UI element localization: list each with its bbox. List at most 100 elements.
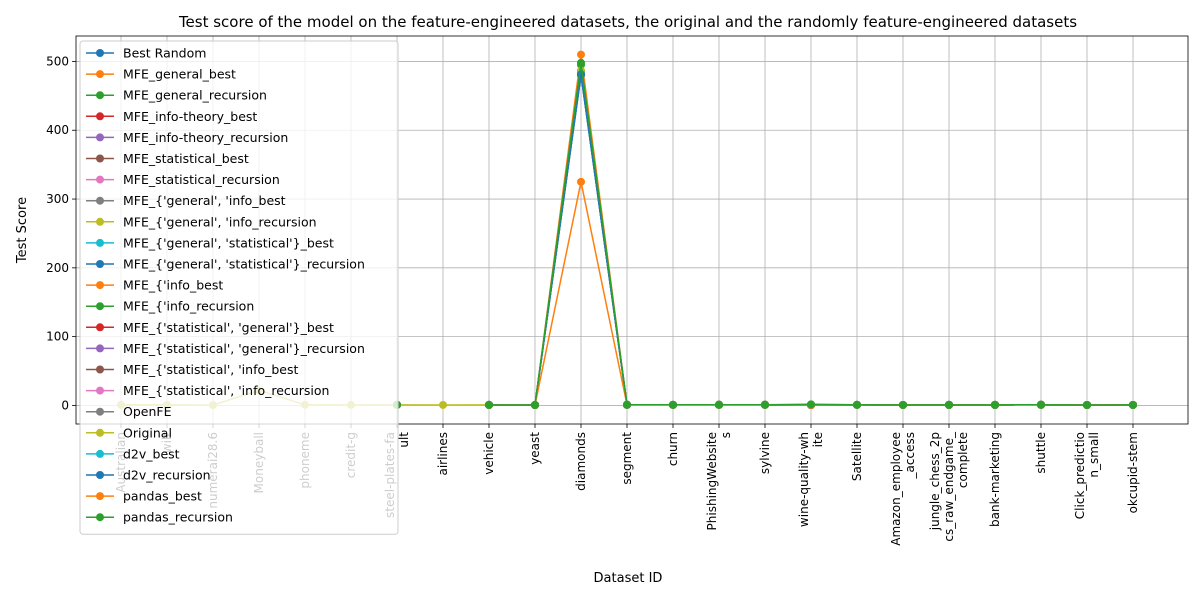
x-tick-label-line: diamonds [574, 432, 588, 491]
data-point [761, 400, 769, 409]
x-tick-label-line: wine-quality-wh [797, 432, 811, 527]
legend-box [79, 40, 399, 535]
x-tick-label: airlines [436, 432, 450, 476]
data-point [577, 177, 585, 186]
legend-marker [96, 112, 104, 121]
x-axis-label: Dataset ID [594, 571, 663, 586]
x-tick-label: bank-marketing [988, 432, 1002, 527]
legend-marker [96, 471, 104, 479]
data-point [1083, 401, 1091, 410]
legend-item: d2v_recursion [86, 468, 211, 483]
legend-marker [96, 407, 104, 416]
data-point [715, 400, 723, 409]
legend-marker [96, 49, 104, 57]
legend-label: pandas_best [123, 489, 202, 504]
x-tick-label-line: segment [620, 432, 634, 485]
data-point [623, 400, 631, 409]
x-tick-label-line: PhishingWebsite [705, 432, 719, 530]
y-tick-label: 100 [46, 330, 69, 344]
x-tick-label: diamonds [574, 432, 588, 491]
data-point [577, 50, 585, 59]
data-point [807, 400, 815, 409]
legend-label: MFE_{'statistical', 'general'}_recursion [123, 341, 365, 356]
x-tick-label-line: bank-marketing [988, 432, 1002, 527]
data-point [1037, 400, 1045, 409]
legend-item: MFE_statistical_best [86, 151, 249, 166]
legend-label: OpenFE [123, 404, 172, 419]
x-tick-label-line: airlines [436, 432, 450, 476]
legend-marker [96, 154, 104, 163]
x-tick-label-line: jungle_chess_2p [928, 432, 942, 531]
y-tick-label: 400 [46, 123, 69, 137]
legend-item: MFE_statistical_recursion [86, 172, 280, 187]
x-tick-label-line: shuttle [1034, 432, 1048, 474]
legend-label: pandas_recursion [123, 510, 233, 525]
x-tick-label: wine-quality-white [797, 432, 825, 527]
x-tick-label: segment [620, 432, 634, 485]
legend-marker [96, 260, 104, 268]
legend-item: MFE_{'info_best [86, 278, 223, 293]
legend-item: MFE_info-theory_best [86, 109, 257, 124]
plot-frame [75, 35, 1189, 425]
legend: Best Random MFE_general_best MFE_general_r… [79, 40, 399, 535]
legend-marker [96, 238, 104, 247]
legend-marker [96, 428, 104, 437]
x-tick-label: vehicle [482, 432, 496, 475]
legend-marker [96, 513, 104, 522]
legend-label: Best Random [123, 46, 206, 61]
legend-item: MFE_{'statistical', 'info_best [86, 362, 299, 377]
x-tick-label-line: ite [811, 432, 825, 447]
legend-marker [96, 175, 104, 184]
data-point [577, 70, 585, 79]
x-tick-label: jungle_chess_2pcs_raw_endgame_complete [928, 431, 970, 542]
y-tick-label: 0 [61, 398, 69, 412]
data-point [853, 400, 861, 409]
legend-marker [96, 323, 104, 332]
series-lines [117, 50, 1137, 410]
legend-label: MFE_info-theory_best [123, 109, 257, 124]
legend-marker [96, 344, 104, 353]
data-point [899, 400, 907, 409]
legend-label: MFE_general_recursion [123, 88, 267, 103]
legend-item: MFE_general_recursion [86, 88, 267, 103]
legend-item: OpenFE [86, 404, 172, 419]
legend-item: MFE_{'general', 'statistical'}_best [86, 235, 334, 250]
legend-item: d2v_best [86, 446, 180, 461]
legend-label: MFE_{'general', 'info_recursion [123, 214, 317, 229]
legend-label: MFE_{'statistical', 'info_recursion [123, 383, 329, 398]
x-tick-label: Click_prediction_small [1073, 432, 1101, 519]
legend-item: MFE_info-theory_recursion [86, 130, 288, 145]
legend-label: MFE_{'statistical', 'info_best [123, 362, 299, 377]
x-tick-label-line: okcupid-stem [1126, 432, 1140, 513]
x-tick-label: yeast [528, 432, 542, 465]
legend-label: MFE_general_best [123, 67, 236, 82]
x-tick-label-line: _access [903, 432, 917, 479]
x-tick-label-line: s [719, 432, 733, 438]
legend-label: MFE_info-theory_recursion [123, 130, 288, 145]
legend-item: MFE_{'general', 'statistical'}_recursion [86, 257, 365, 272]
x-tick-label: PhishingWebsites [705, 432, 733, 530]
x-tick-label-line: churn [666, 432, 680, 466]
legend-marker [96, 302, 104, 311]
legend-label: MFE_{'general', 'statistical'}_recursion [123, 257, 365, 272]
x-tick-label-line: Click_predictio [1073, 432, 1087, 519]
x-tick-label-line: ult [397, 432, 411, 448]
legend-label: MFE_{'info_recursion [123, 299, 254, 314]
legend-item: Original [86, 425, 172, 440]
legend-marker [96, 70, 104, 79]
x-tick-label: okcupid-stem [1126, 432, 1140, 513]
legend-label: MFE_{'general', 'info_best [123, 193, 286, 208]
data-point [531, 401, 539, 410]
legend-marker [96, 196, 104, 205]
data-point [991, 400, 999, 409]
legend-label: MFE_statistical_best [123, 151, 249, 166]
legend-label: MFE_statistical_recursion [123, 172, 280, 187]
y-axis: 0 100 200 300 400 500 [46, 54, 76, 412]
legend-item: Best Random [86, 46, 206, 61]
legend-marker [96, 449, 104, 458]
x-tick-label-line: complete [956, 432, 970, 488]
data-point [485, 400, 493, 409]
legend-label: MFE_{'statistical', 'general'}_best [123, 320, 334, 335]
legend-item: MFE_{'statistical', 'info_recursion [86, 383, 329, 398]
